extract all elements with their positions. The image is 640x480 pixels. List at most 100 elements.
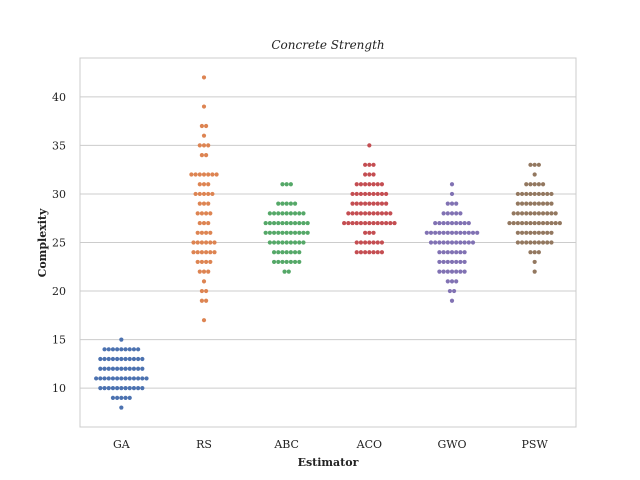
data-point xyxy=(123,347,128,352)
data-point xyxy=(363,201,368,206)
data-point xyxy=(449,220,455,226)
data-point xyxy=(358,211,364,216)
data-point xyxy=(297,250,302,255)
data-point xyxy=(267,230,272,235)
data-point xyxy=(458,230,463,235)
data-point xyxy=(131,386,137,391)
x-tick-label: PSW xyxy=(522,438,549,451)
data-point xyxy=(437,220,442,226)
data-point xyxy=(462,240,467,245)
data-point xyxy=(280,250,285,255)
data-point xyxy=(454,240,459,245)
data-point xyxy=(346,220,351,226)
data-point xyxy=(358,201,364,206)
data-point xyxy=(305,220,310,226)
data-point xyxy=(528,191,533,197)
data-point xyxy=(462,220,467,226)
data-point xyxy=(549,220,554,226)
data-point xyxy=(119,405,124,410)
data-point xyxy=(367,211,372,216)
data-point xyxy=(447,288,452,294)
data-point xyxy=(127,366,132,371)
data-point xyxy=(297,211,302,216)
data-point xyxy=(115,376,120,381)
data-point xyxy=(519,211,525,216)
data-point xyxy=(375,191,380,197)
data-point xyxy=(208,250,213,255)
data-point xyxy=(136,366,141,371)
data-point xyxy=(371,220,376,226)
data-point xyxy=(263,230,268,235)
data-point xyxy=(201,201,207,206)
data-point xyxy=(292,230,298,235)
data-point xyxy=(354,250,359,255)
data-point xyxy=(549,191,554,197)
data-point xyxy=(528,182,533,187)
data-point xyxy=(214,172,219,177)
data-point xyxy=(276,240,281,245)
data-point xyxy=(358,182,364,187)
data-point xyxy=(297,240,302,245)
data-point xyxy=(284,201,289,206)
data-point xyxy=(204,123,209,129)
data-point xyxy=(106,366,111,371)
data-point xyxy=(206,201,211,206)
data-point xyxy=(284,250,289,255)
data-point xyxy=(367,191,372,197)
data-point xyxy=(441,211,446,216)
data-point xyxy=(519,240,525,245)
data-point xyxy=(449,279,455,284)
data-point xyxy=(280,211,285,216)
data-point xyxy=(106,347,111,352)
data-point xyxy=(119,347,124,352)
data-point xyxy=(358,220,364,226)
data-point xyxy=(524,240,529,245)
data-point xyxy=(557,220,562,226)
data-point xyxy=(545,211,550,216)
data-point xyxy=(123,386,128,391)
data-point xyxy=(375,240,380,245)
y-tick-label: 35 xyxy=(52,139,66,152)
data-point xyxy=(301,211,306,216)
data-point xyxy=(127,347,132,352)
data-point xyxy=(532,269,537,274)
data-point xyxy=(545,191,550,197)
data-point xyxy=(536,182,541,187)
data-point xyxy=(131,347,137,352)
data-point xyxy=(379,191,385,197)
data-point xyxy=(282,269,287,274)
data-point xyxy=(195,250,200,255)
data-point xyxy=(292,211,298,216)
data-point xyxy=(195,259,200,265)
data-point xyxy=(288,259,293,265)
x-axis-label: Estimator xyxy=(298,456,359,469)
data-point xyxy=(540,220,546,226)
data-point xyxy=(528,201,533,206)
data-point xyxy=(292,201,298,206)
data-point xyxy=(206,143,211,148)
data-point xyxy=(532,191,537,197)
data-point xyxy=(263,220,268,226)
data-point xyxy=(449,211,455,216)
data-point xyxy=(384,220,389,226)
data-point xyxy=(437,240,442,245)
data-point xyxy=(206,182,211,187)
data-point xyxy=(466,240,471,245)
data-point xyxy=(197,143,202,148)
data-point xyxy=(286,269,291,274)
data-point xyxy=(540,230,546,235)
data-point xyxy=(540,182,546,187)
data-point xyxy=(284,182,289,187)
data-point xyxy=(199,250,204,255)
plot-frame xyxy=(79,57,577,428)
data-point xyxy=(102,376,107,381)
data-point xyxy=(206,191,211,197)
data-point xyxy=(532,201,537,206)
data-point xyxy=(545,240,550,245)
data-point xyxy=(540,240,546,245)
data-point xyxy=(199,153,204,158)
data-point xyxy=(363,162,368,167)
data-point xyxy=(519,220,525,226)
data-point xyxy=(199,211,204,216)
data-point xyxy=(204,259,209,265)
